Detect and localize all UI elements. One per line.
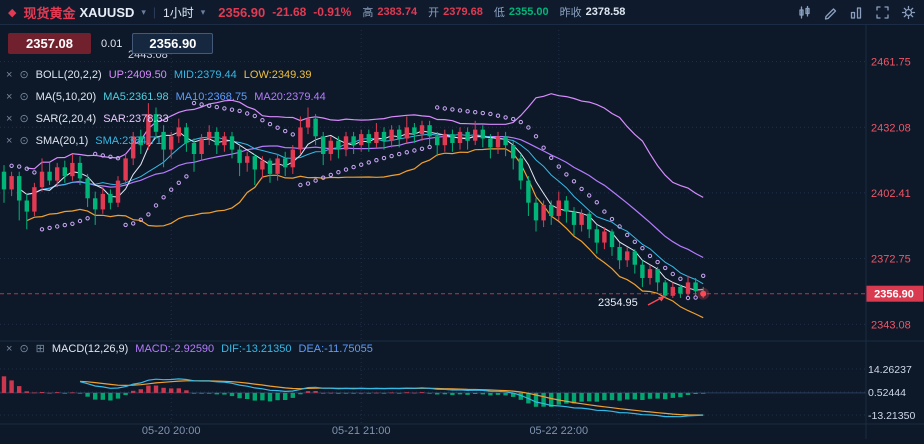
eye-icon[interactable]: ⊙ xyxy=(19,69,29,81)
svg-text:14.26237: 14.26237 xyxy=(868,364,912,376)
high-label: 高 xyxy=(362,7,374,19)
open-value: 2379.68 xyxy=(443,6,483,18)
spread-value: 0.01 xyxy=(101,37,123,50)
svg-text:2372.75: 2372.75 xyxy=(871,254,911,266)
compare-bars-icon[interactable] xyxy=(849,5,864,20)
svg-text:2461.75: 2461.75 xyxy=(871,57,911,69)
svg-text:05-22 22:00: 05-22 22:00 xyxy=(529,425,588,437)
sell-price-box[interactable]: 2357.08 xyxy=(8,33,91,54)
low-label: 低 xyxy=(493,7,505,19)
svg-text:2354.95: 2354.95 xyxy=(598,297,638,309)
high-value: 2383.74 xyxy=(377,6,418,18)
indicator-row-sar: × ⊙ SAR(2,20,4) SAR:2378.33 xyxy=(6,112,169,126)
close-icon[interactable]: × xyxy=(6,90,13,103)
quote-panel: 2357.08 0.01 2356.90 xyxy=(8,33,214,54)
last-price: 2356.90 xyxy=(218,4,266,20)
indicator-row-ma: × ⊙ MA(5,10,20) MA5:2361.98 MA10:2368.75 MA20… xyxy=(6,90,326,104)
draw-pencil-icon[interactable] xyxy=(823,5,838,20)
settings-gear-icon[interactable] xyxy=(901,5,916,20)
indicator-name: MACD(12,26,9) xyxy=(51,342,129,355)
chart-area[interactable]: 2461.75 2432.08 2402.41 2372.75 2343.08 14.26… xyxy=(0,25,924,444)
indicator-name: SAR(2,20,4) xyxy=(35,112,97,125)
svg-text:05-20 20:00: 05-20 20:00 xyxy=(142,425,201,437)
toolbar-icons xyxy=(797,5,916,20)
svg-text:2356.90: 2356.90 xyxy=(874,289,914,301)
symbol-chevron-down-icon[interactable]: ▾ xyxy=(141,6,146,17)
divider: | xyxy=(152,5,157,19)
indicator-value: MA5:2361.98 xyxy=(103,90,169,103)
eye-icon[interactable]: ⊙ xyxy=(19,135,29,147)
close-icon[interactable]: × xyxy=(6,68,13,81)
grid-icon[interactable]: ⊞ xyxy=(35,343,45,355)
indicator-name: BOLL(20,2,2) xyxy=(35,68,102,81)
svg-text:05-21 21:00: 05-21 21:00 xyxy=(332,425,391,437)
indicator-value: MA10:2368.75 xyxy=(175,90,248,103)
indicator-value: MACD:-2.92590 xyxy=(135,342,215,355)
price-change: -21.68 xyxy=(272,5,307,19)
indicator-row-macd: × ⊙ ⊞ MACD(12,26,9) MACD:-2.92590 DIF:-13.213… xyxy=(6,342,373,356)
indicator-row-boll: × ⊙ BOLL(20,2,2) UP:2409.50 MID:2379.44 LOW:2… xyxy=(6,68,312,82)
indicator-value: SMA:2384.71 xyxy=(95,134,162,147)
indicator-value: UP:2409.50 xyxy=(108,68,167,81)
symbol-code[interactable]: XAUUSD xyxy=(79,4,135,20)
brand-diamond-icon: ◆ xyxy=(8,6,17,19)
timeframe-select[interactable]: 1小时 xyxy=(163,5,194,20)
indicator-name: MA(5,10,20) xyxy=(35,90,97,103)
indicator-value: DEA:-11.75055 xyxy=(298,342,373,355)
close-icon[interactable]: × xyxy=(6,342,13,355)
symbol-name-cn[interactable]: 现货黄金 xyxy=(23,5,76,21)
price-change-pct: -0.91% xyxy=(313,5,352,19)
svg-text:2402.41: 2402.41 xyxy=(871,188,911,200)
chart-style-icon[interactable] xyxy=(797,5,812,20)
indicator-row-sma: × ⊙ SMA(20,1) SMA:2384.71 xyxy=(6,134,162,148)
indicator-value: LOW:2349.39 xyxy=(243,68,312,81)
close-icon[interactable]: × xyxy=(6,112,13,125)
svg-text:0.52444: 0.52444 xyxy=(868,387,906,399)
fullscreen-icon[interactable] xyxy=(875,5,890,20)
indicator-value: MID:2379.44 xyxy=(173,68,237,81)
prev-close-label: 昨收 xyxy=(559,7,582,19)
top-toolbar: ◆ 现货黄金 XAUUSD ▾ | 1小时 ▾ 2356.90 -21.68 -… xyxy=(0,0,924,25)
svg-text:2432.08: 2432.08 xyxy=(871,122,911,134)
svg-text:-13.21350: -13.21350 xyxy=(868,410,915,422)
timeframe-chevron-down-icon[interactable]: ▾ xyxy=(200,6,206,17)
low-value: 2355.00 xyxy=(508,6,549,18)
svg-text:2343.08: 2343.08 xyxy=(871,319,911,331)
eye-icon[interactable]: ⊙ xyxy=(19,113,29,125)
prev-close-value: 2378.58 xyxy=(585,6,626,18)
indicator-value: MA20:2379.44 xyxy=(254,90,326,103)
indicator-value: SAR:2378.33 xyxy=(103,112,169,125)
close-icon[interactable]: × xyxy=(6,134,13,147)
eye-icon[interactable]: ⊙ xyxy=(19,343,29,355)
buy-price-box[interactable]: 2356.90 xyxy=(132,33,214,54)
eye-icon[interactable]: ⊙ xyxy=(19,91,29,103)
indicator-name: SMA(20,1) xyxy=(35,134,89,147)
open-label: 开 xyxy=(428,7,440,19)
indicator-value: DIF:-13.21350 xyxy=(221,342,292,355)
